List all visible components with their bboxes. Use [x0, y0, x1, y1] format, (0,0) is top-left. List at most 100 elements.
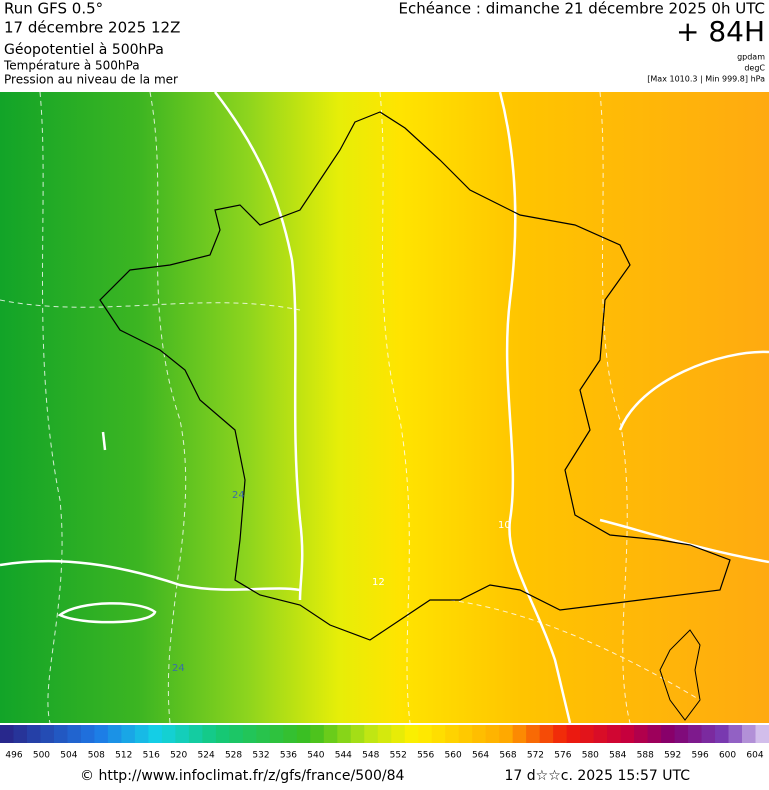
- color-swatch: [26, 725, 41, 743]
- unit: gpdam: [737, 53, 765, 62]
- contour-label: 10: [498, 520, 511, 531]
- color-swatch: [742, 725, 757, 743]
- color-swatch: [553, 725, 568, 743]
- colorbar-tick-label: 560: [445, 751, 462, 761]
- color-swatch: [634, 725, 649, 743]
- color-swatch: [161, 725, 176, 743]
- color-swatch: [0, 725, 14, 743]
- color-swatch: [337, 725, 352, 743]
- colorbar-tick-label: 572: [527, 751, 544, 761]
- color-swatch: [755, 725, 769, 743]
- color-swatch: [391, 725, 406, 743]
- colorbar-tick-label: 532: [252, 751, 269, 761]
- color-swatch: [323, 725, 338, 743]
- run-date: 17 décembre 2025 12Z: [4, 19, 180, 37]
- contour-label: 12: [372, 577, 385, 588]
- color-swatch: [310, 725, 325, 743]
- colorbar-tick-label: 604: [746, 751, 763, 761]
- colorbar-tick-label: 504: [60, 751, 77, 761]
- color-swatch: [229, 725, 244, 743]
- color-swatch: [256, 725, 271, 743]
- color-swatch: [175, 725, 190, 743]
- colorbar-tick-label: 580: [582, 751, 599, 761]
- color-swatch: [661, 725, 676, 743]
- color-swatch: [566, 725, 581, 743]
- color-swatch: [674, 725, 689, 743]
- color-swatch: [526, 725, 541, 743]
- color-swatch: [283, 725, 298, 743]
- color-swatch: [499, 725, 514, 743]
- colorbar-tick-label: 552: [390, 751, 407, 761]
- contour-label: 24: [172, 663, 185, 674]
- color-swatch: [107, 725, 122, 743]
- colorbar-tick-label: 520: [170, 751, 187, 761]
- field: Géopotentiel à 500hPa: [4, 42, 164, 58]
- colorbar-tick-label: 592: [664, 751, 681, 761]
- color-swatch: [94, 725, 109, 743]
- color-swatch: [242, 725, 257, 743]
- color-swatch: [580, 725, 595, 743]
- colorbar-tick-label: 524: [198, 751, 215, 761]
- color-swatch: [472, 725, 487, 743]
- colorbar-tick-label: 548: [362, 751, 379, 761]
- color-swatch: [40, 725, 55, 743]
- color-swatch: [13, 725, 28, 743]
- color-swatch: [269, 725, 284, 743]
- color-swatch: [80, 725, 95, 743]
- map: 24 24 10 12: [0, 91, 769, 724]
- colorbar-tick-label: 536: [280, 751, 297, 761]
- color-swatch: [215, 725, 230, 743]
- color-swatch: [728, 725, 743, 743]
- colorbar-tick-label: 516: [143, 751, 160, 761]
- colorbar-tick-label: 540: [307, 751, 324, 761]
- color-swatch: [377, 725, 392, 743]
- color-swatch: [539, 725, 554, 743]
- colorbar-tick-label: 508: [88, 751, 105, 761]
- contour-label: 24: [232, 490, 245, 501]
- field: Température à 500hPa: [3, 59, 140, 73]
- color-swatch: [607, 725, 622, 743]
- pressure-range: [Max 1010.3 | Min 999.8] hPa: [647, 75, 765, 84]
- colorbar-tick-label: 584: [609, 751, 626, 761]
- colorbar-tick-label: 600: [719, 751, 736, 761]
- color-swatch: [364, 725, 379, 743]
- colorbar: 496 500 504 508 512 516 520 524 528 532 536 540 544 5…: [0, 725, 769, 761]
- coastline: [99, 111, 731, 641]
- colorbar-tick-label: 496: [5, 751, 22, 761]
- colorbar-tick-label: 596: [692, 751, 709, 761]
- color-swatch: [647, 725, 662, 743]
- color-swatch: [296, 725, 311, 743]
- colorbar-tick-label: 564: [472, 751, 489, 761]
- colorbar-tick-label: 576: [554, 751, 571, 761]
- color-swatch: [485, 725, 500, 743]
- color-swatch: [202, 725, 217, 743]
- color-swatch: [512, 725, 527, 743]
- color-swatch: [593, 725, 608, 743]
- color-swatch: [121, 725, 136, 743]
- isobars: [0, 91, 769, 724]
- colorbar-tick-label: 556: [417, 751, 434, 761]
- color-swatch: [53, 725, 68, 743]
- field: Pression au niveau de la mer: [4, 73, 178, 87]
- field-background: [0, 92, 769, 723]
- footer-url: © http://www.infoclimat.fr/z/gfs/france/…: [80, 768, 405, 784]
- unit: degC: [744, 64, 765, 73]
- colorbar-tick-label: 588: [637, 751, 654, 761]
- color-swatch: [715, 725, 730, 743]
- color-swatch: [134, 725, 149, 743]
- color-swatch: [188, 725, 203, 743]
- colorbar-tick-label: 568: [499, 751, 516, 761]
- color-swatch: [418, 725, 433, 743]
- color-swatch: [67, 725, 82, 743]
- color-swatch: [350, 725, 365, 743]
- color-swatch: [445, 725, 460, 743]
- colorbar-tick-label: 544: [335, 751, 352, 761]
- color-swatch: [431, 725, 446, 743]
- color-swatch: [620, 725, 635, 743]
- color-swatch: [701, 725, 716, 743]
- color-swatch: [404, 725, 419, 743]
- colorbar-tick-label: 528: [225, 751, 242, 761]
- colorbar-tick-label: 500: [33, 751, 50, 761]
- corsica: [659, 629, 701, 721]
